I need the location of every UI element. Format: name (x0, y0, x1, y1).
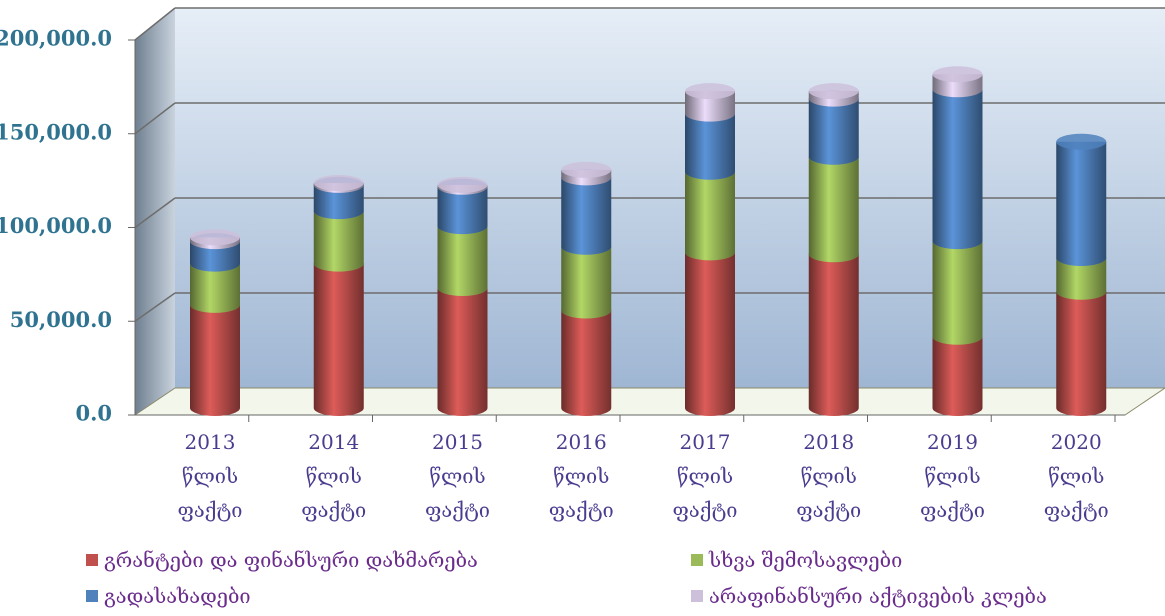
legend-item: არაფინანსური აქტივების კლება (691, 584, 1047, 608)
cylinder-segment (1056, 283, 1107, 416)
cylinder-segment (561, 302, 612, 416)
cylinder-segment (932, 233, 983, 345)
cylinder-body (437, 226, 488, 296)
floor (133, 387, 1165, 416)
cylinder-segment (808, 148, 859, 263)
cylinder-segment (313, 255, 364, 416)
legend-item: გადასახადები (86, 584, 251, 608)
cylinder-body (313, 184, 364, 220)
legend-swatch (86, 554, 98, 566)
x-tick-label: 2013 წლის ფაქტი (177, 430, 243, 522)
cylinder-top (685, 83, 735, 100)
cylinder-top (932, 66, 983, 83)
x-tick-label: 2015 წლის ფაქტი (425, 430, 490, 522)
cylinder-segment (808, 246, 859, 416)
cylinder-segment (561, 161, 612, 186)
cylinder-segment (685, 83, 735, 122)
cylinder-body (808, 156, 859, 263)
legend-label: გრანტები და ფინანსური დახმარება (104, 548, 478, 572)
cylinder-top (808, 83, 859, 100)
cylinder-body (313, 263, 364, 416)
cylinder-body (437, 288, 488, 416)
grid-line-side (134, 197, 176, 229)
cylinder-segment (190, 229, 240, 250)
legend-swatch (691, 554, 703, 566)
cylinder-top (190, 229, 240, 246)
cylinder-body (1056, 141, 1107, 266)
x-tick-label: 2016 წლის ფაქტი (548, 430, 614, 522)
grid-line-side (134, 292, 176, 322)
grid-line-side (134, 7, 176, 41)
cylinder-segment (685, 244, 735, 416)
legend-item: სხვა შემოსავლები (691, 548, 902, 572)
cylinder-body (932, 336, 983, 416)
cylinder-segment (313, 175, 364, 193)
x-tick-label: 2014 წლის ფაქტი (301, 430, 367, 522)
y-tick-label: 100,000.0 (0, 213, 112, 238)
cylinder-body (808, 254, 859, 416)
cylinder-body (932, 89, 983, 250)
cylinder-body (190, 263, 240, 313)
y-tick-label: 50,000.0 (10, 307, 112, 332)
x-tick-label: 2018 წლის ფაქტი (796, 430, 862, 522)
cylinder-top (561, 161, 612, 178)
side-wall (135, 8, 175, 415)
cylinder-segment (932, 81, 983, 250)
x-tick-label: 2017 წლის ფაქტი (672, 430, 738, 522)
cylinder-body (808, 98, 859, 165)
cylinder-body (1056, 291, 1107, 416)
legend-label: არაფინანსური აქტივების კლება (709, 584, 1047, 608)
grid-line-side (134, 102, 176, 135)
cylinder-body (685, 171, 735, 261)
y-tick-label: 150,000.0 (0, 119, 112, 144)
cylinder-segment (932, 66, 983, 98)
cylinder-body (561, 246, 612, 319)
cylinder-body (685, 91, 735, 122)
legend-label: გადასახადები (104, 584, 251, 608)
cylinder-segment (437, 176, 488, 195)
cylinder-body (313, 211, 364, 272)
cylinder-body (190, 304, 240, 416)
cylinder-body (685, 113, 735, 180)
cylinder-top (1056, 133, 1107, 150)
legend-item: გრანტები და ფინანსური დახმარება (86, 548, 478, 572)
cylinder-body (437, 186, 488, 235)
cylinder-top (313, 175, 364, 191)
legend-label: სხვა შემოსავლები (709, 548, 903, 572)
legend-swatch (86, 590, 98, 602)
cylinder-segment (1056, 133, 1107, 266)
cylinder-body (1056, 258, 1107, 300)
cylinder-top (437, 176, 488, 193)
cylinder-segment (190, 296, 240, 416)
cylinder-segment (437, 280, 488, 416)
cylinder-body (561, 177, 612, 255)
x-tick-label: 2019 წლის ფაქტი (920, 430, 985, 522)
cylinder-body (190, 241, 240, 272)
y-tick-label: 0.0 (75, 401, 112, 426)
x-tick-label: 2020 წლის ფაქტი (1043, 430, 1109, 522)
cylinder-segment (808, 83, 859, 107)
cylinder-body (685, 252, 735, 416)
legend-swatch (691, 590, 703, 602)
cylinder-body (561, 310, 612, 416)
cylinder-body (932, 241, 983, 345)
y-tick-label: 200,000.0 (0, 26, 112, 51)
